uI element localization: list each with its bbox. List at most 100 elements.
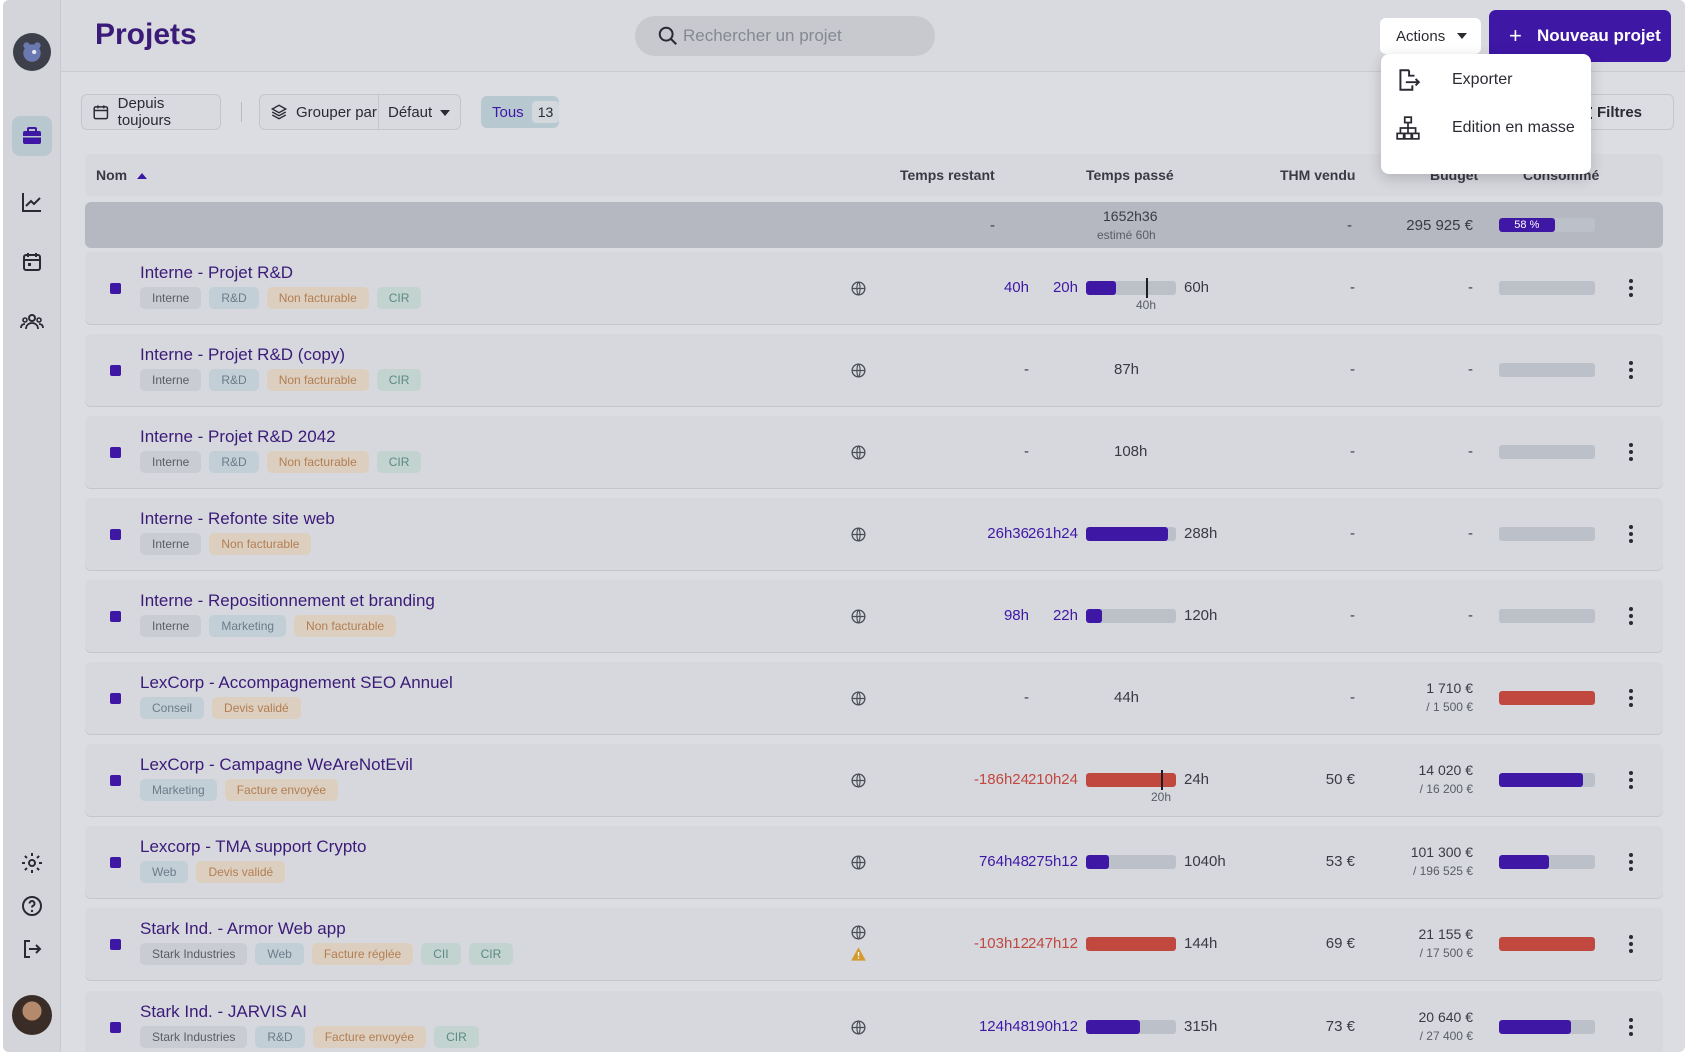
sidebar-item-team[interactable]	[12, 302, 52, 342]
project-tag: Non facturable	[266, 451, 369, 473]
total-spent: 1652h36	[1103, 208, 1158, 224]
sidebar-item-logout[interactable]	[12, 929, 52, 969]
sidebar-item-analytics[interactable]	[12, 182, 52, 222]
project-row[interactable]: Interne - Projet R&D 2042 Interne R&D Non f…	[85, 416, 1663, 488]
estimate-label: 40h	[1136, 298, 1157, 312]
group-by-select[interactable]: Défaut	[378, 94, 461, 130]
project-tag: CII	[421, 943, 461, 965]
layers-icon	[270, 104, 288, 120]
remaining-time: 124h48	[978, 1018, 1029, 1035]
project-tag: CIR	[376, 287, 422, 309]
budget-value: 1 710 €	[1426, 680, 1473, 696]
thm-value: -	[1350, 361, 1355, 378]
search-input[interactable]: Rechercher un projet	[635, 16, 935, 56]
budget-value: -	[1468, 279, 1473, 296]
project-tag: Non facturable	[209, 533, 312, 555]
consumed-fill	[1499, 1020, 1571, 1034]
project-row[interactable]: Interne - Projet R&D Interne R&D Non factur…	[85, 252, 1663, 324]
project-row[interactable]: LexCorp - Accompagnement SEO Annuel Conse…	[85, 662, 1663, 734]
new-project-button[interactable]: + Nouveau projet	[1489, 10, 1671, 62]
period-button[interactable]: Depuis toujours	[81, 94, 221, 130]
actions-dropdown: Exporter Edition en masse	[1381, 54, 1591, 174]
user-avatar[interactable]	[12, 995, 52, 1035]
project-name[interactable]: Interne - Projet R&D	[140, 263, 294, 282]
project-row[interactable]: Interne - Repositionnement et branding In…	[85, 580, 1663, 652]
group-by-value: Défaut	[388, 103, 433, 121]
spent-time: 247h12	[1027, 935, 1078, 952]
all-filter-chip[interactable]: Tous 13	[481, 96, 560, 128]
project-name[interactable]: LexCorp - Campagne WeAreNotEvil	[140, 755, 413, 774]
project-color-dot	[110, 775, 121, 786]
remaining-time: -	[1024, 689, 1029, 706]
budget-value: 101 300 €	[1410, 844, 1473, 860]
project-tags: Interne R&D Non facturable CIR	[140, 369, 422, 391]
project-name[interactable]: Stark Ind. - Armor Web app	[140, 919, 346, 938]
budget-total: / 27 400 €	[1419, 1029, 1473, 1043]
project-tag: Marketing	[209, 615, 287, 637]
budget-total: / 16 200 €	[1419, 782, 1473, 796]
export-icon	[1399, 69, 1421, 91]
row-menu-icon[interactable]	[1629, 361, 1633, 379]
thm-value: -	[1350, 525, 1355, 542]
project-name[interactable]: Stark Ind. - JARVIS AI	[140, 1002, 307, 1021]
row-menu-icon[interactable]	[1629, 525, 1633, 543]
project-row[interactable]: Stark Ind. - JARVIS AI Stark Industries R&…	[85, 991, 1663, 1052]
row-menu-icon[interactable]	[1629, 279, 1633, 297]
row-menu-icon[interactable]	[1629, 443, 1633, 461]
column-header-name[interactable]: Nom	[96, 167, 148, 183]
row-menu-icon[interactable]	[1629, 607, 1633, 625]
row-menu-icon[interactable]	[1629, 853, 1633, 871]
spent-time: 20h	[1052, 279, 1078, 296]
project-name[interactable]: Interne - Projet R&D (copy)	[140, 345, 346, 364]
project-row[interactable]: Stark Ind. - Armor Web app Stark Industri…	[85, 908, 1663, 980]
help-icon	[22, 896, 42, 916]
row-menu-icon[interactable]	[1629, 1018, 1633, 1036]
project-name[interactable]: Interne - Repositionnement et branding	[140, 591, 435, 610]
project-tag: Web	[140, 861, 189, 883]
project-row[interactable]: Interne - Refonte site web Interne Non fac…	[85, 498, 1663, 570]
consumed-fill	[1499, 691, 1595, 705]
time-progress-bar	[1086, 937, 1176, 951]
row-menu-icon[interactable]	[1629, 935, 1633, 953]
project-row[interactable]: Interne - Projet R&D (copy) Interne R&D Non…	[85, 334, 1663, 406]
sidebar-item-calendar[interactable]	[12, 242, 52, 282]
column-header-thm[interactable]: THM vendu	[1280, 167, 1356, 183]
planned-time: 144h	[1184, 935, 1218, 952]
logo[interactable]	[13, 33, 51, 71]
time-progress-bar	[1086, 281, 1176, 295]
project-tags: Stark Industries Web Facture réglée CII CIR	[140, 943, 514, 965]
row-menu-icon[interactable]	[1629, 689, 1633, 707]
project-row[interactable]: Lexcorp - TMA support Crypto Web Devis val…	[85, 826, 1663, 898]
project-name[interactable]: LexCorp - Accompagnement SEO Annuel	[140, 673, 453, 692]
project-tags: Interne Marketing Non facturable	[140, 615, 397, 637]
spent-time: 22h	[1052, 607, 1078, 624]
remaining-time: -103h12	[973, 935, 1029, 952]
sidebar-item-help[interactable]	[12, 886, 52, 926]
project-name[interactable]: Interne - Projet R&D 2042	[140, 427, 336, 446]
planned-time: 1040h	[1184, 853, 1226, 870]
project-tags: Conseil Devis validé	[140, 697, 301, 719]
menu-item-bulk-edit[interactable]: Edition en masse	[1381, 104, 1591, 152]
menu-item-export[interactable]: Exporter	[1381, 56, 1591, 104]
consumed-bar	[1499, 691, 1595, 705]
spent-time: 261h24	[1027, 525, 1078, 542]
actions-button[interactable]: Actions	[1380, 18, 1481, 54]
project-row[interactable]: LexCorp - Campagne WeAreNotEvil Marketing…	[85, 744, 1663, 816]
globe-icon	[851, 773, 866, 788]
sidebar-item-projects[interactable]	[12, 116, 52, 156]
remaining-time: -	[1024, 361, 1029, 378]
project-tag: R&D	[209, 287, 259, 309]
menu-item-label: Exporter	[1452, 71, 1513, 88]
project-name[interactable]: Lexcorp - TMA support Crypto	[140, 837, 367, 856]
sidebar	[3, 0, 61, 1052]
total-budget: 295 925 €	[1406, 217, 1473, 234]
budget-total: / 196 525 €	[1412, 864, 1473, 878]
column-header-remaining[interactable]: Temps restant	[900, 167, 995, 183]
sidebar-item-settings[interactable]	[12, 843, 52, 883]
budget-value: 14 020 €	[1418, 762, 1474, 778]
group-by-button[interactable]: Grouper par	[259, 94, 379, 130]
project-name[interactable]: Interne - Refonte site web	[140, 509, 335, 528]
column-header-spent[interactable]: Temps passé	[1086, 167, 1174, 183]
planned-time: 120h	[1184, 607, 1218, 624]
row-menu-icon[interactable]	[1629, 771, 1633, 789]
